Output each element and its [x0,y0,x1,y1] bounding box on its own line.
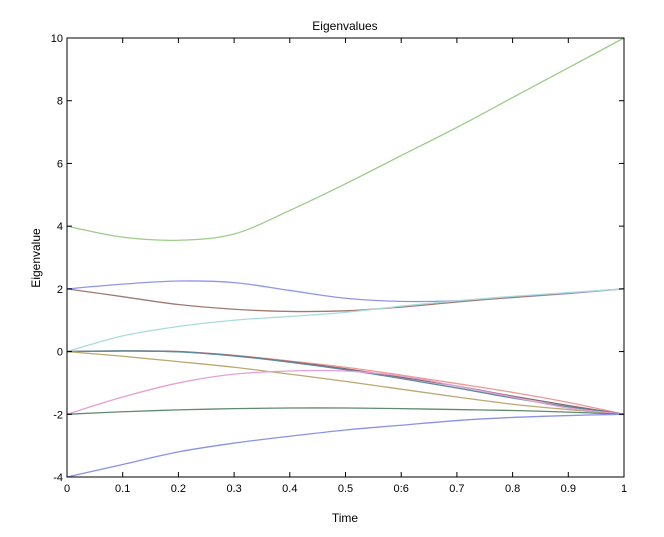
x-tick-label: 0.7 [449,483,464,495]
y-tick-label: 8 [57,96,63,108]
x-tick-label: 0.5 [338,483,353,495]
y-tick-label: 2 [57,284,63,296]
y-tick-label: 0 [57,347,63,359]
series-line-1 [66,37,625,242]
x-axis-ticks: 0 0.1 0.2 0.3 0.4 0.5 0:6 0.7 0.8 0.9 1 [64,38,627,495]
series-line-8 [66,350,625,415]
x-tick-label: 0.8 [505,483,520,495]
chart-title: Eigenvalues [312,19,377,33]
x-tick-label: 0.2 [171,483,186,495]
x-tick-label: 0 [64,483,70,495]
x-tick-label: 0.1 [115,483,130,495]
y-tick-label: -2 [53,409,63,421]
y-tick-label: -4 [53,472,63,484]
y-tick-label: 6 [57,158,63,170]
series-line-7 [66,350,625,415]
series-line-2 [66,280,625,303]
x-axis-label: Time [332,511,359,525]
series-line-9 [66,369,625,415]
series-line-6 [66,350,625,415]
series-line-4 [66,288,625,353]
series-line-11 [66,413,625,478]
x-tick-label: 0.4 [282,483,297,495]
x-tick-label: 0.3 [226,483,241,495]
x-tick-label: 0.9 [561,483,576,495]
series-line-10 [66,407,625,415]
x-tick-label: 0:6 [394,483,409,495]
y-axis-ticks: -4 -2 0 2 4 6 8 10 [51,33,624,484]
x-tick-label: 1 [621,483,627,495]
y-tick-label: 4 [57,221,63,233]
y-tick-label: 10 [51,33,63,45]
series-line-5 [66,350,625,415]
series-line-3 [66,288,625,313]
y-axis-label: Eigenvalue [29,228,43,288]
plot-area [66,37,625,478]
